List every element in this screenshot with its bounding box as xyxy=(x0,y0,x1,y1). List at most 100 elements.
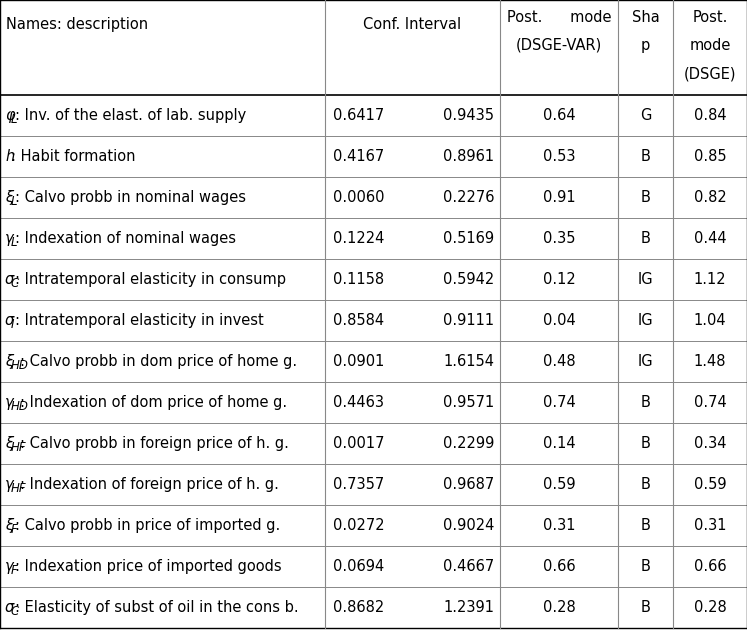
Text: Post.: Post. xyxy=(692,9,728,25)
Text: 0.35: 0.35 xyxy=(543,231,575,246)
Text: σ: σ xyxy=(5,313,14,328)
Text: 0.48: 0.48 xyxy=(542,354,575,369)
Text: I: I xyxy=(10,318,14,331)
Text: 0.7357: 0.7357 xyxy=(333,477,384,492)
Text: 0.66: 0.66 xyxy=(694,559,726,574)
Text: B: B xyxy=(641,231,651,246)
Text: mode: mode xyxy=(689,38,731,53)
Text: B: B xyxy=(641,477,651,492)
Text: : Calvo probb in price of imported g.: : Calvo probb in price of imported g. xyxy=(15,518,280,533)
Text: 0.4667: 0.4667 xyxy=(443,559,494,574)
Text: 0.8584: 0.8584 xyxy=(333,313,384,328)
Text: 0.28: 0.28 xyxy=(542,600,575,615)
Text: : Inv. of the elast. of lab. supply: : Inv. of the elast. of lab. supply xyxy=(15,108,247,123)
Text: 0.44: 0.44 xyxy=(694,231,726,246)
Text: 0.0694: 0.0694 xyxy=(333,559,384,574)
Text: B: B xyxy=(641,395,651,410)
Text: 0.8682: 0.8682 xyxy=(333,600,384,615)
Text: 0.0901: 0.0901 xyxy=(333,354,385,369)
Text: ξ: ξ xyxy=(5,436,13,451)
Text: (DSGE-VAR): (DSGE-VAR) xyxy=(516,38,602,53)
Text: p: p xyxy=(641,38,650,53)
Text: : Calvo probb in dom price of home g.: : Calvo probb in dom price of home g. xyxy=(19,354,297,369)
Text: (DSGE): (DSGE) xyxy=(684,66,737,82)
Text: C: C xyxy=(10,605,19,618)
Text: 0.2299: 0.2299 xyxy=(443,436,494,451)
Text: HF: HF xyxy=(10,482,26,495)
Text: : Calvo probb in nominal wages: : Calvo probb in nominal wages xyxy=(15,190,247,205)
Text: 0.91: 0.91 xyxy=(542,190,575,205)
Text: G: G xyxy=(640,108,651,123)
Text: 1.2391: 1.2391 xyxy=(443,600,494,615)
Text: B: B xyxy=(641,559,651,574)
Text: 0.8961: 0.8961 xyxy=(443,149,494,164)
Text: 0.64: 0.64 xyxy=(542,108,575,123)
Text: Names: description: Names: description xyxy=(6,17,148,32)
Text: γ: γ xyxy=(5,559,13,574)
Text: 0.59: 0.59 xyxy=(542,477,575,492)
Text: 0.0017: 0.0017 xyxy=(333,436,385,451)
Text: B: B xyxy=(641,518,651,533)
Text: 0.28: 0.28 xyxy=(694,600,726,615)
Text: IG: IG xyxy=(638,313,654,328)
Text: HF: HF xyxy=(10,441,26,454)
Text: 0.5942: 0.5942 xyxy=(443,272,494,287)
Text: 0.6417: 0.6417 xyxy=(333,108,384,123)
Text: 0.5169: 0.5169 xyxy=(443,231,494,246)
Text: : Calvo probb in foreign price of h. g.: : Calvo probb in foreign price of h. g. xyxy=(19,436,288,451)
Text: : Indexation of foreign price of h. g.: : Indexation of foreign price of h. g. xyxy=(19,477,279,492)
Text: 0.59: 0.59 xyxy=(694,477,726,492)
Text: : Indexation price of imported goods: : Indexation price of imported goods xyxy=(15,559,282,574)
Text: 0.31: 0.31 xyxy=(694,518,726,533)
Text: 0.9111: 0.9111 xyxy=(443,313,494,328)
Text: B: B xyxy=(641,436,651,451)
Text: L: L xyxy=(10,236,17,249)
Text: IG: IG xyxy=(638,354,654,369)
Text: σ: σ xyxy=(5,272,14,287)
Text: 0.74: 0.74 xyxy=(694,395,726,410)
Text: L: L xyxy=(10,113,17,126)
Text: φ: φ xyxy=(5,108,15,123)
Text: 0.1224: 0.1224 xyxy=(333,231,385,246)
Text: F: F xyxy=(10,523,17,536)
Text: 1.12: 1.12 xyxy=(694,272,726,287)
Text: σ: σ xyxy=(5,600,14,615)
Text: 0.53: 0.53 xyxy=(543,149,575,164)
Text: : Habit formation: : Habit formation xyxy=(10,149,135,164)
Text: L: L xyxy=(10,195,17,208)
Text: 0.1158: 0.1158 xyxy=(333,272,384,287)
Text: 1.04: 1.04 xyxy=(694,313,726,328)
Text: : Intratemporal elasticity in consump: : Intratemporal elasticity in consump xyxy=(15,272,286,287)
Text: : Indexation of nominal wages: : Indexation of nominal wages xyxy=(15,231,236,246)
Text: 0.82: 0.82 xyxy=(694,190,726,205)
Text: 0.74: 0.74 xyxy=(542,395,575,410)
Text: : Intratemporal elasticity in invest: : Intratemporal elasticity in invest xyxy=(15,313,264,328)
Text: 0.9435: 0.9435 xyxy=(443,108,494,123)
Text: Sha: Sha xyxy=(632,9,660,25)
Text: B: B xyxy=(641,149,651,164)
Text: γ: γ xyxy=(5,477,13,492)
Text: 0.84: 0.84 xyxy=(694,108,726,123)
Text: 0.2276: 0.2276 xyxy=(442,190,494,205)
Text: Post.      mode: Post. mode xyxy=(506,9,611,25)
Text: HD: HD xyxy=(10,400,28,413)
Text: 0.9024: 0.9024 xyxy=(443,518,494,533)
Text: 0.04: 0.04 xyxy=(542,313,575,328)
Text: Conf. Interval: Conf. Interval xyxy=(364,17,462,32)
Text: : Elasticity of subst of oil in the cons b.: : Elasticity of subst of oil in the cons… xyxy=(15,600,299,615)
Text: 0.0060: 0.0060 xyxy=(333,190,385,205)
Text: 0.4463: 0.4463 xyxy=(333,395,384,410)
Text: ξ: ξ xyxy=(5,354,13,369)
Text: 0.4167: 0.4167 xyxy=(333,149,384,164)
Text: 0.9687: 0.9687 xyxy=(443,477,494,492)
Text: F: F xyxy=(10,564,17,577)
Text: ξ: ξ xyxy=(5,190,13,205)
Text: h: h xyxy=(5,149,14,164)
Text: γ: γ xyxy=(5,231,13,246)
Text: B: B xyxy=(641,190,651,205)
Text: B: B xyxy=(641,600,651,615)
Text: 0.85: 0.85 xyxy=(694,149,726,164)
Text: 0.66: 0.66 xyxy=(542,559,575,574)
Text: 1.6154: 1.6154 xyxy=(443,354,494,369)
Text: γ: γ xyxy=(5,395,13,410)
